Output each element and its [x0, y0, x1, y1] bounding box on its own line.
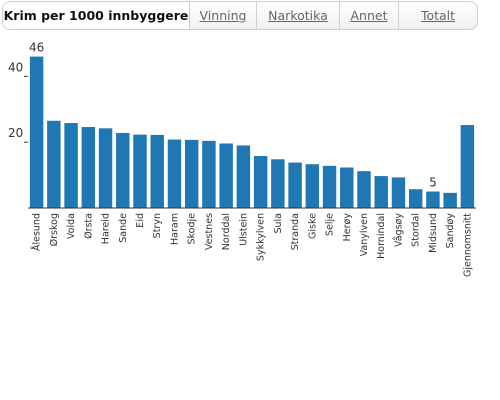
- x-tick-label: Vestnes: [204, 213, 215, 250]
- x-tick-label: Haram: [169, 213, 180, 245]
- x-tick-label: Selje: [325, 213, 336, 236]
- bar: [236, 145, 251, 208]
- x-tick-label: Herøy: [342, 213, 353, 242]
- y-tick-label: 40: [8, 60, 23, 74]
- bar: [305, 164, 320, 208]
- bar: [288, 162, 302, 208]
- x-tick-label: Midsund: [428, 213, 439, 253]
- x-tick-label: Hornindal: [376, 213, 387, 259]
- bar: [116, 132, 130, 208]
- tab-vinning[interactable]: Vinning: [189, 2, 256, 29]
- tab-totalt[interactable]: Totalt: [398, 2, 477, 29]
- data-label: 46: [29, 41, 44, 55]
- x-tick-label: Giske: [307, 213, 318, 239]
- bar: [443, 192, 457, 208]
- x-tick-label: Stryn: [152, 213, 163, 238]
- bar: [167, 139, 182, 208]
- x-tick-label: Ørsta: [83, 213, 94, 239]
- tab-krim-per-1000[interactable]: Krim per 1000 innbyggere: [3, 2, 189, 29]
- bar: [202, 140, 216, 208]
- x-tick-label: Ørskog: [49, 213, 60, 246]
- x-tick-label: Eid: [135, 213, 146, 228]
- bar: [133, 134, 147, 208]
- x-tick-label: Sande: [118, 213, 129, 243]
- bar: [47, 120, 61, 208]
- bar: [64, 123, 78, 208]
- x-tick-label: Ulstein: [238, 213, 249, 246]
- x-tick-label: Volda: [66, 213, 77, 239]
- bar: [374, 176, 388, 208]
- data-label: 5: [429, 176, 437, 190]
- tab-annet[interactable]: Annet: [339, 2, 398, 29]
- x-tick-label: Skodje: [187, 213, 198, 245]
- tab-bar: Krim per 1000 innbyggere Vinning Narkoti…: [2, 1, 478, 30]
- x-tick-label: Hareid: [101, 213, 112, 244]
- x-tick-label: Sykkylven: [256, 213, 267, 261]
- x-tick-label: Gjennomsnitt: [462, 213, 473, 277]
- x-tick-label: Ålesund: [31, 213, 43, 251]
- bar: [98, 128, 113, 208]
- bar: [81, 127, 96, 208]
- bar: [340, 167, 354, 208]
- x-tick-label: Sula: [273, 213, 284, 234]
- bar: [357, 171, 371, 208]
- tab-narkotika[interactable]: Narkotika: [256, 2, 339, 29]
- y-tick-label: 20: [8, 126, 23, 140]
- x-tick-label: Vanylven: [359, 213, 370, 256]
- x-tick-label: Sandøy: [445, 213, 456, 249]
- bar: [253, 155, 268, 208]
- bar: [29, 56, 44, 209]
- x-tick-label: Vågsøy: [393, 213, 404, 247]
- bar: [322, 165, 337, 208]
- x-tick-label: Stordal: [411, 213, 422, 247]
- bar: [271, 159, 285, 208]
- x-tick-label: Stranda: [290, 213, 301, 250]
- x-tick-label: Norddal: [221, 213, 232, 250]
- bar: [391, 177, 406, 208]
- bar: [460, 125, 475, 208]
- bar: [150, 134, 164, 208]
- bar: [408, 189, 423, 208]
- bar: [219, 143, 233, 208]
- bar: [426, 191, 440, 208]
- bar: [184, 139, 199, 208]
